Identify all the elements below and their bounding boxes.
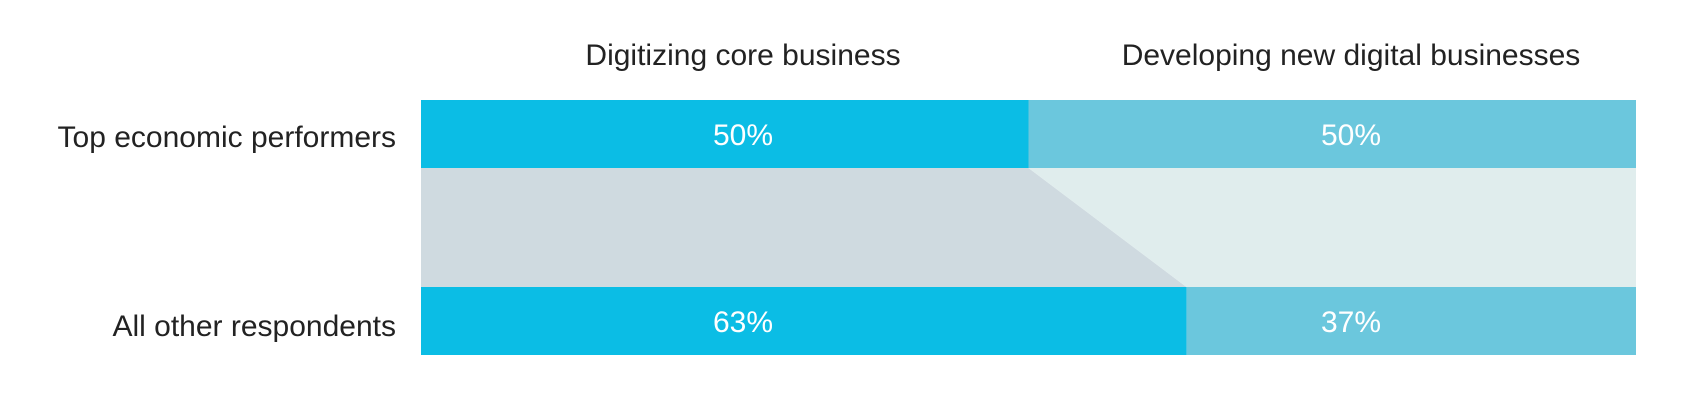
category-label-top-performers: Top economic performers [58, 121, 396, 154]
connector-layer [421, 168, 1636, 287]
bar-top-performers-digitizing [421, 100, 1029, 168]
bar-all-others-developing [1186, 287, 1636, 355]
bar-top-performers-developing [1028, 100, 1636, 168]
bar-all-others-digitizing [421, 287, 1187, 355]
data-label-all-others-digitizing: 63% [713, 306, 773, 339]
series-header-digitizing: Digitizing core business [585, 39, 900, 72]
connector-band-developing [1028, 168, 1636, 287]
bars-layer [421, 100, 1636, 355]
connector-band-digitizing [421, 168, 1187, 287]
category-label-all-others: All other respondents [112, 310, 396, 343]
data-label-top-performers-developing: 50% [1321, 119, 1381, 152]
data-label-all-others-developing: 37% [1321, 306, 1381, 339]
data-label-top-performers-digitizing: 50% [713, 119, 773, 152]
series-header-developing: Developing new digital businesses [1122, 39, 1581, 72]
data-labels-layer: 50% 50% 63% 37% [713, 119, 1381, 339]
